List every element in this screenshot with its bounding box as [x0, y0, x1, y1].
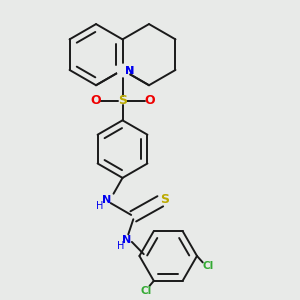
Text: H: H: [96, 201, 103, 211]
Text: N: N: [102, 195, 111, 205]
Text: Cl: Cl: [203, 261, 214, 271]
Text: S: S: [118, 94, 127, 107]
Text: H: H: [117, 241, 124, 250]
Text: N: N: [122, 235, 131, 245]
Text: O: O: [144, 94, 155, 107]
Text: O: O: [90, 94, 101, 107]
Text: N: N: [125, 66, 135, 76]
Text: S: S: [160, 193, 169, 206]
Text: Cl: Cl: [140, 286, 152, 296]
Text: N: N: [125, 66, 135, 76]
